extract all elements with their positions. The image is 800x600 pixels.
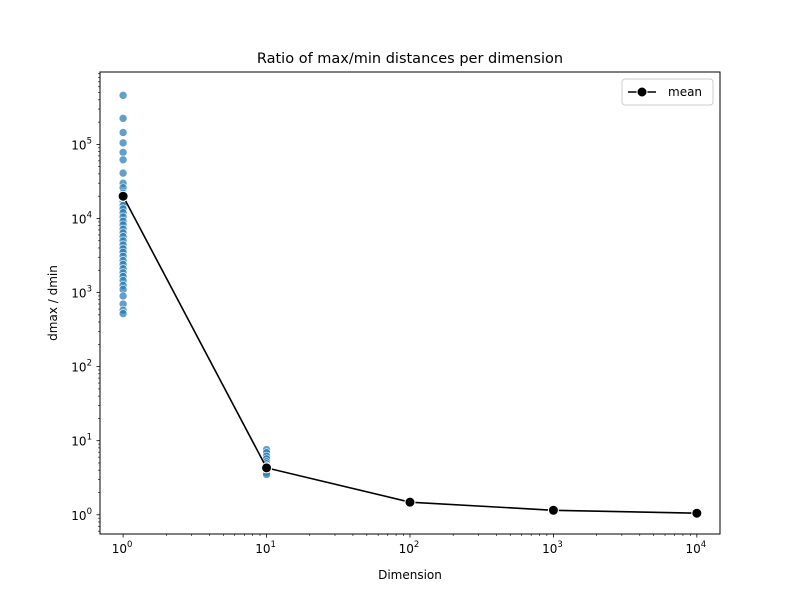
scatter-point: [118, 291, 128, 301]
y-tick-label: 101: [71, 433, 92, 449]
y-tick-label: 100: [71, 507, 92, 523]
y-axis: 100 101 102 103 104 105: [71, 73, 100, 532]
x-axis: 100 101 102 103 104: [112, 534, 706, 556]
y-tick-label: 104: [71, 210, 92, 226]
legend: mean: [621, 78, 714, 106]
legend-box: [621, 78, 714, 106]
plot-area: [117, 91, 703, 519]
x-tick-label: 102: [399, 540, 420, 556]
x-tick-label: 100: [112, 540, 133, 556]
mean-marker: [261, 462, 273, 474]
x-tick-label: 101: [255, 540, 276, 556]
scatter-point: [118, 114, 128, 123]
x-tick-label: 103: [542, 540, 563, 556]
scatter-point: [118, 168, 128, 178]
scatter-point: [118, 128, 128, 137]
y-tick-label: 103: [71, 285, 92, 301]
mean-marker: [547, 504, 559, 516]
y-tick-label: 102: [71, 359, 92, 375]
scatter-point: [118, 309, 128, 318]
chart-title: Ratio of max/min distances per dimension: [257, 51, 563, 67]
y-axis-label: dmax / dmin: [46, 265, 60, 341]
mean-marker: [691, 507, 703, 519]
scatter-point: [118, 155, 128, 165]
y-tick-label: 105: [71, 136, 92, 152]
scatter-point: [118, 148, 128, 157]
x-tick-label: 104: [686, 540, 707, 556]
legend-marker-mean: [636, 86, 648, 98]
scatter-point: [118, 138, 128, 148]
mean-marker: [404, 496, 416, 508]
legend-label-mean: mean: [668, 85, 702, 99]
mean-marker: [117, 190, 129, 202]
x-axis-label: Dimension: [378, 568, 442, 582]
scatter-point: [118, 91, 128, 100]
